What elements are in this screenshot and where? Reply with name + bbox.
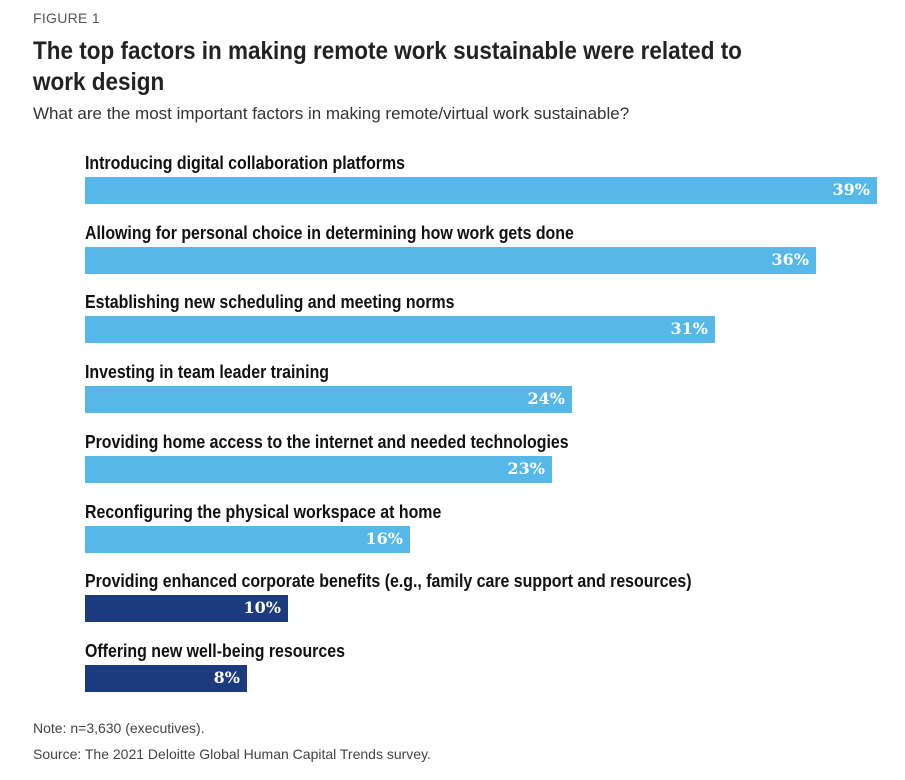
chart-title-line-2: work design xyxy=(33,68,165,96)
bar: 10% xyxy=(85,595,288,622)
chart-subtitle: What are the most important factors in m… xyxy=(33,104,630,123)
bar-label: Providing home access to the internet an… xyxy=(85,431,569,452)
bar-label: Introducing digital collaboration platfo… xyxy=(85,152,405,173)
bar: 24% xyxy=(85,386,572,413)
bar-value-label: 16% xyxy=(365,529,403,548)
bar: 31% xyxy=(85,316,715,343)
bar-label: Offering new well-being resources xyxy=(85,640,345,661)
bar-value-label: 8% xyxy=(213,668,240,687)
bar-value-label: 39% xyxy=(832,180,870,199)
bar: 16% xyxy=(85,526,410,553)
bar: 8% xyxy=(85,665,247,692)
chart-source: Source: The 2021 Deloitte Global Human C… xyxy=(33,746,431,762)
bar: 36% xyxy=(85,247,816,274)
bar: 39% xyxy=(85,177,877,204)
bar-label: Reconfiguring the physical workspace at … xyxy=(85,501,442,522)
bar-value-label: 24% xyxy=(527,389,565,408)
bar-label: Investing in team leader training xyxy=(85,361,330,382)
figure-label: FIGURE 1 xyxy=(33,10,100,26)
bar: 23% xyxy=(85,456,552,483)
bar-label: Providing enhanced corporate benefits (e… xyxy=(85,570,692,591)
chart-note: Note: n=3,630 (executives). xyxy=(33,720,205,736)
chart-title: The top factors in making remote work su… xyxy=(33,36,742,98)
bar-value-label: 36% xyxy=(771,250,809,269)
chart-title-line-1: The top factors in making remote work su… xyxy=(33,37,742,65)
bar-label: Establishing new scheduling and meeting … xyxy=(85,291,455,312)
bar-value-label: 31% xyxy=(670,319,708,338)
bar-value-label: 23% xyxy=(507,459,545,478)
bar-label: Allowing for personal choice in determin… xyxy=(85,222,574,243)
bar-value-label: 10% xyxy=(243,598,281,617)
